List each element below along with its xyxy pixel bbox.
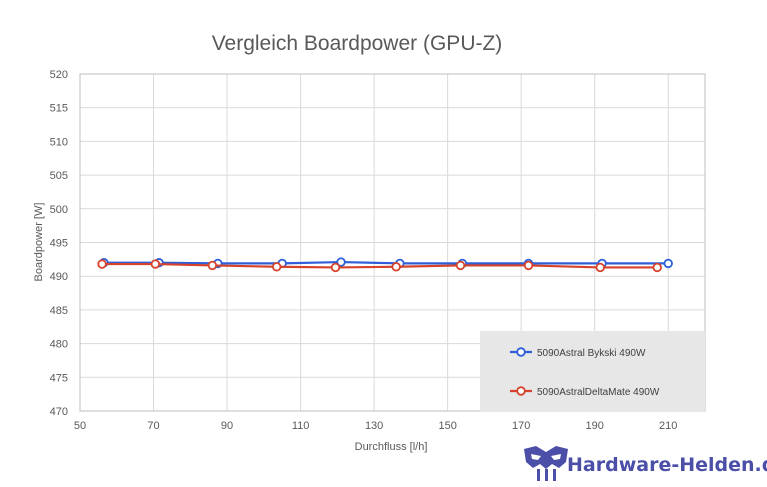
y-tick-label: 505 <box>50 170 68 182</box>
data-point <box>271 262 282 272</box>
y-tick-label: 485 <box>50 305 68 317</box>
x-tick-label: 50 <box>74 420 86 432</box>
y-tick-labels: 470 475 480 485 490 495 500 505 510 515 520 <box>50 69 68 418</box>
x-tick-label: 130 <box>365 420 383 432</box>
data-point <box>336 257 346 267</box>
watermark-text: Hardware-Helden.de <box>567 454 767 476</box>
y-tick-label: 520 <box>50 69 68 81</box>
series-2 <box>97 259 662 273</box>
y-tick-label: 490 <box>50 271 68 283</box>
plot-area <box>79 73 706 412</box>
mask-icon <box>524 446 568 481</box>
data-point <box>391 262 401 272</box>
x-tick-label: 70 <box>147 420 159 432</box>
data-point <box>150 259 161 269</box>
data-point <box>663 258 673 269</box>
x-tick-label: 150 <box>438 420 456 432</box>
data-point <box>595 262 605 273</box>
x-tick-labels: 50 70 90 110 130 150 170 190 210 <box>74 420 678 432</box>
data-point <box>652 262 662 273</box>
legend-swatch-marker <box>516 347 526 357</box>
data-point <box>97 259 107 269</box>
x-tick-label: 110 <box>292 420 310 432</box>
legend-entry: 5090AstralDeltaMate 490W <box>510 386 660 398</box>
legend-box <box>480 331 705 412</box>
y-tick-label: 515 <box>50 103 68 115</box>
legend-swatch-marker <box>516 386 526 396</box>
legend-label: 5090AstralDeltaMate 490W <box>537 387 660 398</box>
data-point <box>455 260 466 271</box>
data-point <box>207 260 218 271</box>
y-tick-label: 510 <box>50 136 68 148</box>
x-axis-label: Durchfluss [l/h] <box>355 441 428 453</box>
y-tick-label: 480 <box>50 339 68 351</box>
x-tick-label: 190 <box>586 420 604 432</box>
legend-entry: 5090Astral Bykski 490W <box>510 347 646 359</box>
x-tick-label: 170 <box>512 420 530 432</box>
x-tick-label: 90 <box>221 420 233 432</box>
watermark-logo: Hardware-Helden.de <box>524 446 767 481</box>
y-tick-label: 495 <box>50 238 68 250</box>
data-point <box>330 262 341 273</box>
x-tick-label: 210 <box>659 420 677 432</box>
y-axis-label: Boardpower [W] <box>33 203 45 282</box>
series-line <box>102 262 658 269</box>
y-tick-label: 500 <box>50 204 68 216</box>
chart-title: Vergleich Boardpower (GPU-Z) <box>212 32 503 55</box>
y-tick-label: 475 <box>50 372 68 384</box>
legend-label: 5090Astral Bykski 490W <box>537 348 646 359</box>
legend: 5090Astral Bykski 490W 5090AstralDeltaMat… <box>510 347 660 398</box>
series-group <box>97 257 673 273</box>
series-line <box>103 260 669 265</box>
y-tick-label: 470 <box>50 406 68 418</box>
data-point <box>523 260 534 271</box>
